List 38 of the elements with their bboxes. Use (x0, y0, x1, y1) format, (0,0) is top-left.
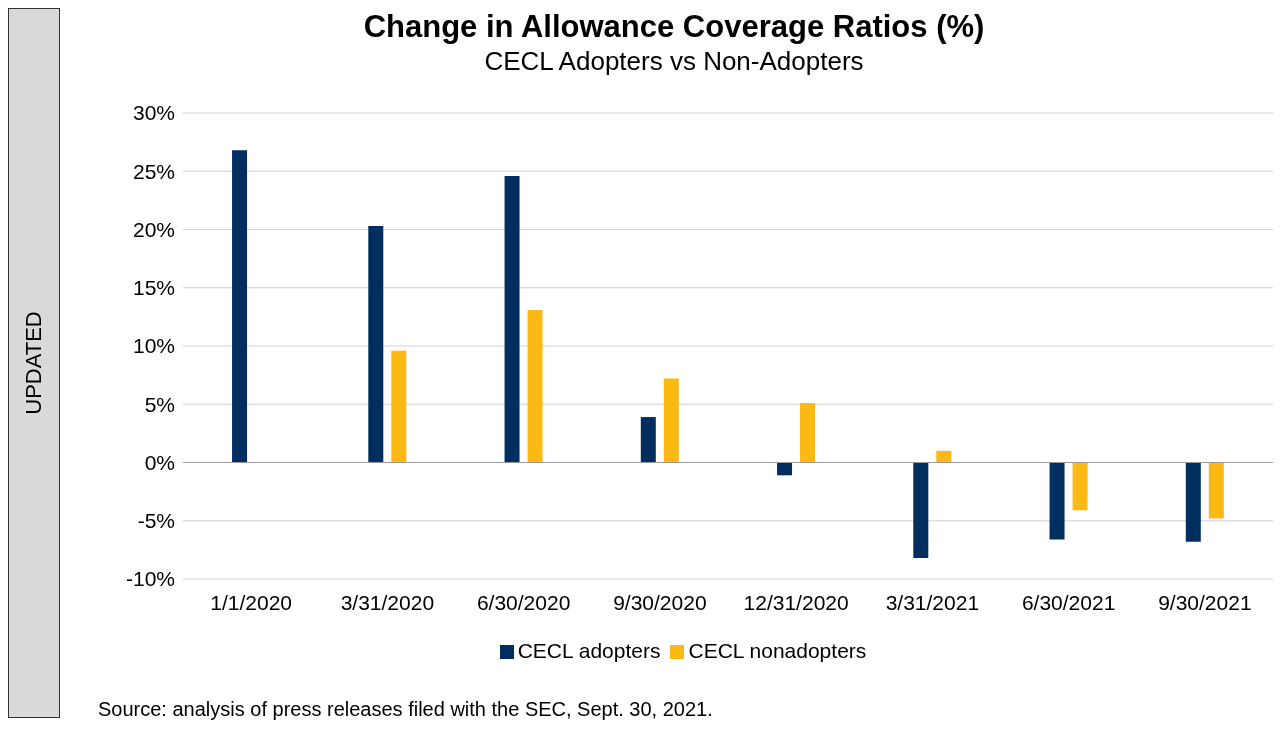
y-tick-label: 15% (132, 276, 175, 300)
bar (391, 350, 407, 463)
bar (232, 150, 248, 463)
bar (527, 309, 543, 463)
x-tick-label: 3/31/2021 (885, 590, 980, 614)
bar (913, 462, 929, 559)
x-tick-label: 3/31/2020 (340, 590, 435, 614)
bar (1049, 462, 1065, 540)
chart-title: Change in Allowance Coverage Ratios (%) (362, 8, 986, 46)
y-tick-label: 30% (132, 101, 175, 125)
bar (1185, 462, 1201, 542)
bar (504, 175, 520, 463)
y-tick-label: 20% (132, 217, 175, 241)
x-tick-label: 1/1/2020 (210, 590, 292, 614)
bar (1072, 462, 1088, 511)
legend-label: CECL adopters (517, 639, 661, 662)
y-tick-label: -10% (125, 567, 175, 591)
y-tick-label: 10% (132, 334, 175, 358)
side-tab: UPDATED (8, 8, 60, 718)
x-tick-label: 12/31/2020 (743, 590, 849, 614)
bar (936, 450, 952, 463)
bar (800, 403, 816, 463)
y-tick-label: 25% (132, 159, 175, 183)
bar (777, 462, 793, 476)
x-tick-label: 9/30/2020 (613, 590, 707, 614)
source-note: Source: analysis of press releases filed with the SEC, Sept. 30, 2021. (98, 698, 713, 721)
y-tick-label: 5% (144, 392, 175, 416)
legend-label: CECL nonadopters (688, 639, 867, 662)
x-tick-label: 9/30/2021 (1158, 590, 1252, 614)
y-tick-label: -5% (137, 509, 175, 533)
bar (1208, 462, 1224, 519)
y-tick-label: 0% (144, 450, 175, 474)
x-tick-label: 6/30/2021 (1021, 590, 1116, 614)
chart-subtitle: CECL Adopters vs Non-Adopters (483, 46, 865, 76)
bar (663, 378, 679, 463)
x-tick-label: 6/30/2020 (476, 590, 571, 614)
bar (368, 226, 384, 463)
bar (640, 417, 656, 463)
